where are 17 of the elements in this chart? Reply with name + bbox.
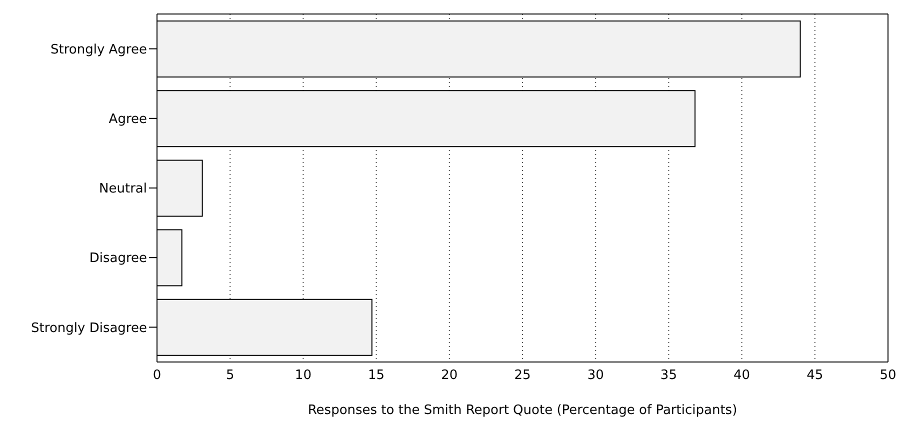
x-tick-label: 45 <box>806 368 824 384</box>
y-tick-label: Strongly Disagree <box>31 320 147 336</box>
x-axis-title: Responses to the Smith Report Quote (Percentage of Participants) <box>308 403 738 418</box>
y-tick-label: Strongly Agree <box>50 42 147 58</box>
x-tick-label: 0 <box>152 368 162 384</box>
x-tick-label: 10 <box>294 368 312 384</box>
x-tick-label: 15 <box>368 368 385 384</box>
y-tick-label: Disagree <box>89 251 147 266</box>
x-tick-label: 50 <box>880 368 896 384</box>
x-tick-label: 5 <box>226 368 234 384</box>
y-tick-label: Neutral <box>99 182 147 197</box>
x-tick-label: 20 <box>441 368 458 384</box>
x-tick-label: 30 <box>587 368 604 384</box>
x-tick-label: 35 <box>660 368 677 384</box>
x-tick-label: 40 <box>734 368 750 384</box>
x-tick-label: 25 <box>514 368 531 384</box>
y-tick-label: Agree <box>108 112 147 128</box>
